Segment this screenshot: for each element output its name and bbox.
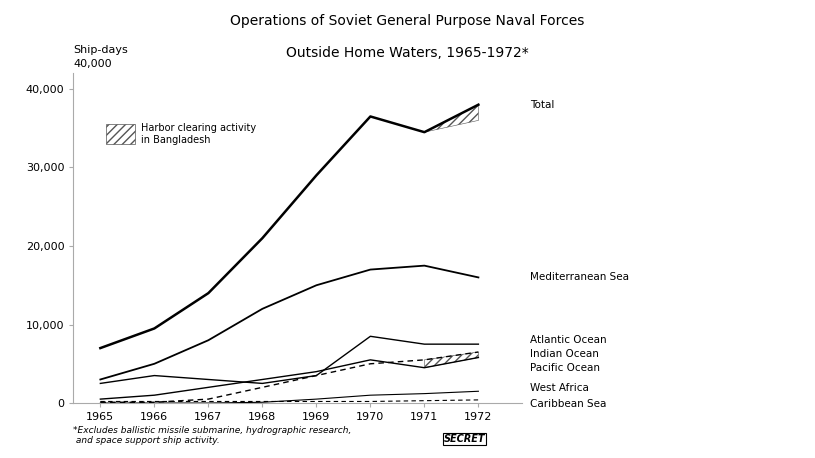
Text: Caribbean Sea: Caribbean Sea	[530, 399, 606, 409]
Text: West Africa: West Africa	[530, 383, 588, 393]
Text: 40,000: 40,000	[73, 59, 112, 69]
Text: Outside Home Waters, 1965-1972*: Outside Home Waters, 1965-1972*	[286, 46, 529, 60]
Text: SECRET: SECRET	[444, 434, 485, 444]
Text: Harbor clearing activity
in Bangladesh: Harbor clearing activity in Bangladesh	[141, 123, 256, 145]
Text: Ship-days: Ship-days	[73, 45, 128, 55]
Text: Indian Ocean: Indian Ocean	[530, 349, 599, 360]
Text: Pacific Ocean: Pacific Ocean	[530, 364, 600, 373]
Text: Operations of Soviet General Purpose Naval Forces: Operations of Soviet General Purpose Nav…	[231, 14, 584, 28]
Text: Atlantic Ocean: Atlantic Ocean	[530, 335, 606, 345]
Text: *Excludes ballistic missile submarine, hydrographic research,
 and space support: *Excludes ballistic missile submarine, h…	[73, 426, 352, 445]
Bar	[106, 124, 135, 144]
Text: Mediterranean Sea: Mediterranean Sea	[530, 273, 628, 283]
Text: Total: Total	[530, 100, 554, 109]
